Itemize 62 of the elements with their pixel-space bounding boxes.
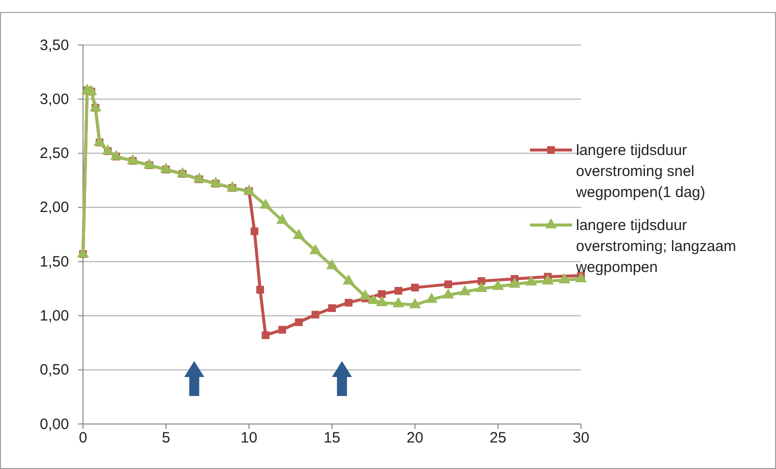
point <box>256 286 264 294</box>
point <box>110 150 122 160</box>
y-tick-label: 3,00 <box>40 90 69 108</box>
point <box>278 326 286 334</box>
point <box>144 158 156 169</box>
x-tick-label: 10 <box>240 430 258 447</box>
point <box>250 227 258 236</box>
x-tick-label: 0 <box>78 430 88 447</box>
point <box>210 176 222 188</box>
point <box>292 228 305 239</box>
point <box>262 331 270 340</box>
point <box>426 292 438 303</box>
point <box>344 298 352 307</box>
y-tick-label: 1,00 <box>40 308 69 325</box>
point <box>376 296 388 306</box>
y-tick-label: 2,50 <box>40 145 69 162</box>
point <box>310 244 322 254</box>
point <box>342 274 354 284</box>
y-tick-label: 0,00 <box>40 416 69 433</box>
point <box>394 286 402 295</box>
point <box>411 284 419 292</box>
point <box>444 280 452 288</box>
point <box>260 198 272 209</box>
point <box>508 278 520 288</box>
point <box>160 162 172 173</box>
point <box>392 297 404 308</box>
point <box>126 154 139 164</box>
y-tick-label: 0,50 <box>40 362 69 379</box>
point <box>558 273 570 284</box>
y-tick-label: 3,50 <box>40 36 69 54</box>
point <box>243 184 255 195</box>
x-tick-label: 25 <box>490 430 506 447</box>
legend-label: langere tijdsduur overstroming snel wegpompen(1 dag) <box>575 142 706 201</box>
y-tick-label: 2,00 <box>40 199 69 216</box>
point <box>368 294 380 304</box>
point <box>85 84 98 95</box>
point <box>102 144 114 155</box>
point <box>312 310 320 319</box>
x-tick-label: 20 <box>406 430 424 447</box>
point <box>90 101 102 112</box>
point <box>326 259 338 270</box>
x-tick-label: 30 <box>572 430 590 447</box>
point <box>378 290 386 298</box>
point <box>442 288 454 299</box>
x-tick-label: 15 <box>324 430 340 447</box>
point <box>492 280 504 290</box>
y-tick-label: 1,50 <box>40 253 69 270</box>
point <box>476 282 488 292</box>
point <box>94 136 106 146</box>
point <box>226 181 238 192</box>
point <box>525 275 538 286</box>
point <box>176 167 188 178</box>
point <box>458 285 471 296</box>
point <box>193 172 206 183</box>
point <box>294 318 303 326</box>
x-tick-label: 5 <box>162 430 170 447</box>
point <box>328 304 336 312</box>
legend-label: langere tijdsduur overstroming; langzaam wegpompen <box>575 217 736 276</box>
point <box>276 214 288 224</box>
point <box>478 277 486 285</box>
point <box>409 298 421 308</box>
point <box>542 274 554 284</box>
